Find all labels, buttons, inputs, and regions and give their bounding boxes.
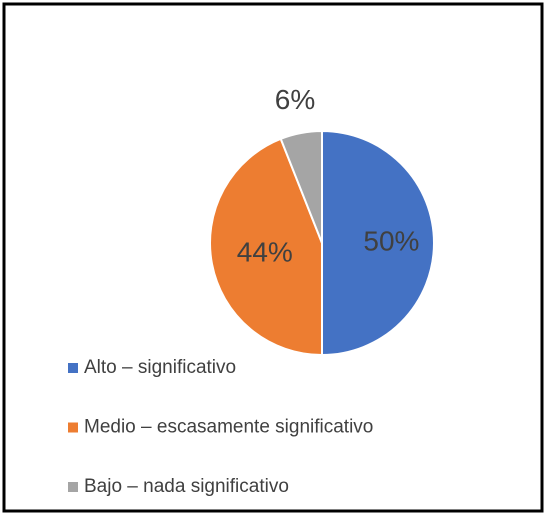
legend-marker xyxy=(68,363,78,373)
legend-label: Bajo – nada significativo xyxy=(84,476,289,497)
legend-label: Alto – significativo xyxy=(84,357,236,378)
pie-slice xyxy=(279,129,323,244)
pie-slice xyxy=(321,129,435,357)
pie-slice xyxy=(209,137,323,357)
legend-label: Medio – escasamente significativo xyxy=(84,417,373,438)
legend-marker xyxy=(68,482,78,492)
data-label: 44% xyxy=(237,236,293,267)
data-label: 6% xyxy=(275,84,315,115)
data-label: 50% xyxy=(363,225,419,256)
legend-marker xyxy=(68,422,78,433)
